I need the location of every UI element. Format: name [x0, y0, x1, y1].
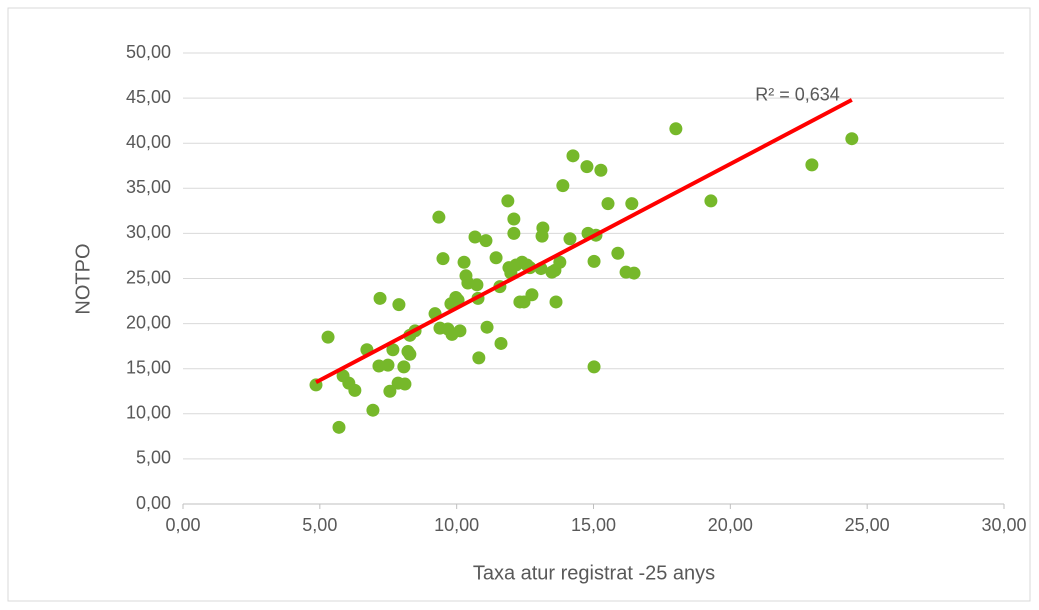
- y-tick-label: 30,00: [126, 222, 171, 242]
- point: [373, 291, 387, 305]
- point: [470, 278, 484, 292]
- y-tick-label: 20,00: [126, 312, 171, 332]
- point: [472, 351, 486, 365]
- x-tick-label: 15,00: [571, 515, 616, 535]
- point: [627, 266, 641, 280]
- point: [669, 122, 683, 136]
- point: [494, 336, 508, 350]
- point: [601, 197, 615, 211]
- x-tick-label: 25,00: [845, 515, 890, 535]
- point: [525, 288, 539, 302]
- point: [536, 221, 550, 235]
- point: [432, 210, 446, 224]
- y-tick-label: 15,00: [126, 357, 171, 377]
- x-tick-label: 10,00: [434, 515, 479, 535]
- point: [392, 298, 406, 312]
- point: [381, 358, 395, 372]
- point: [457, 255, 471, 269]
- y-tick-label: 5,00: [136, 448, 171, 468]
- point: [625, 197, 639, 211]
- point: [397, 360, 411, 374]
- point: [479, 234, 493, 248]
- y-tick-label: 35,00: [126, 177, 171, 197]
- point: [594, 163, 608, 177]
- point: [580, 160, 594, 174]
- y-axis-title: NOTPO: [72, 243, 94, 314]
- point: [587, 360, 601, 374]
- point: [321, 330, 335, 344]
- point: [587, 254, 601, 268]
- point: [480, 320, 494, 334]
- point: [332, 420, 346, 434]
- point: [451, 293, 465, 307]
- y-tick-label: 50,00: [126, 42, 171, 62]
- x-tick-label: 5,00: [302, 515, 337, 535]
- point: [566, 149, 580, 163]
- x-tick-label: 30,00: [981, 515, 1026, 535]
- point: [704, 194, 718, 208]
- point: [549, 295, 563, 309]
- x-tick-label: 20,00: [708, 515, 753, 535]
- point: [383, 384, 397, 398]
- point: [403, 347, 417, 361]
- y-tick-label: 0,00: [136, 493, 171, 513]
- point: [845, 132, 859, 146]
- point: [556, 179, 570, 193]
- point: [468, 230, 482, 244]
- trend-label: R² = 0,634: [755, 85, 840, 105]
- point: [507, 212, 521, 226]
- point: [501, 194, 515, 208]
- point: [348, 383, 362, 397]
- point: [453, 324, 467, 338]
- point: [386, 343, 400, 357]
- y-tick-label: 45,00: [126, 87, 171, 107]
- y-tick-label: 25,00: [126, 267, 171, 287]
- point: [805, 158, 819, 172]
- y-tick-label: 40,00: [126, 132, 171, 152]
- x-tick-label: 0,00: [165, 515, 200, 535]
- x-axis-title: Taxa atur registrat -25 anys: [473, 562, 715, 584]
- point: [436, 252, 450, 266]
- point: [611, 246, 625, 260]
- trend-line: [315, 98, 853, 384]
- point: [553, 255, 567, 269]
- point: [507, 226, 521, 240]
- y-tick-label: 10,00: [126, 403, 171, 423]
- point: [398, 377, 412, 391]
- point: [489, 251, 503, 265]
- point: [366, 403, 380, 417]
- point: [563, 232, 577, 246]
